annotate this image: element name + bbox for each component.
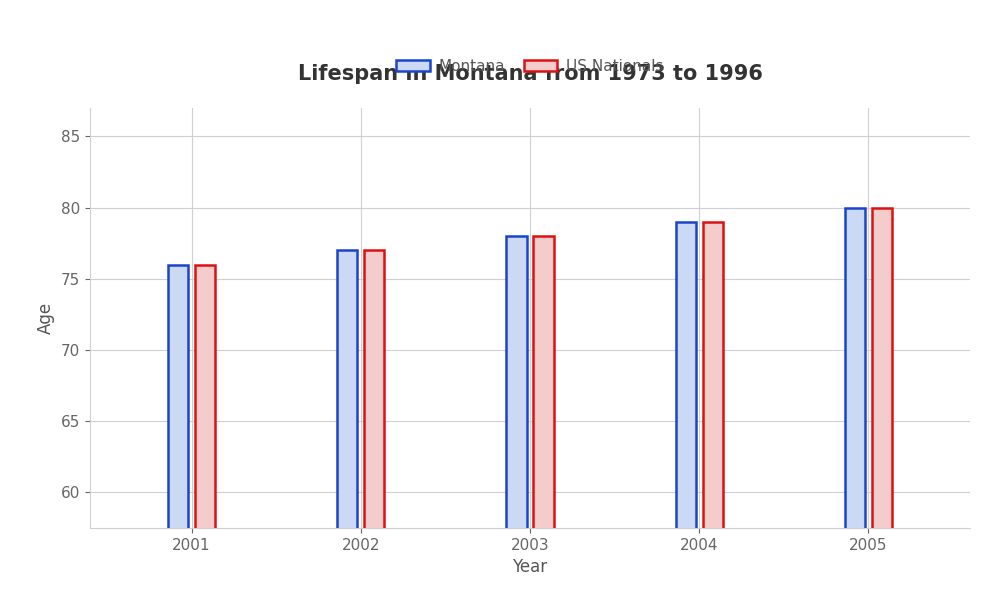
- Bar: [676, 222, 696, 600]
- Bar: [872, 208, 892, 600]
- Bar: [703, 222, 723, 600]
- Bar: [533, 236, 554, 600]
- Legend: Montana, US Nationals: Montana, US Nationals: [390, 53, 670, 80]
- Bar: [506, 236, 527, 600]
- Bar: [364, 250, 384, 600]
- Bar: [195, 265, 215, 600]
- Y-axis label: Age: Age: [37, 302, 55, 334]
- Bar: [845, 208, 865, 600]
- X-axis label: Year: Year: [512, 558, 548, 576]
- Title: Lifespan in Montana from 1973 to 1996: Lifespan in Montana from 1973 to 1996: [298, 64, 762, 84]
- Bar: [337, 250, 357, 600]
- Bar: [168, 265, 188, 600]
